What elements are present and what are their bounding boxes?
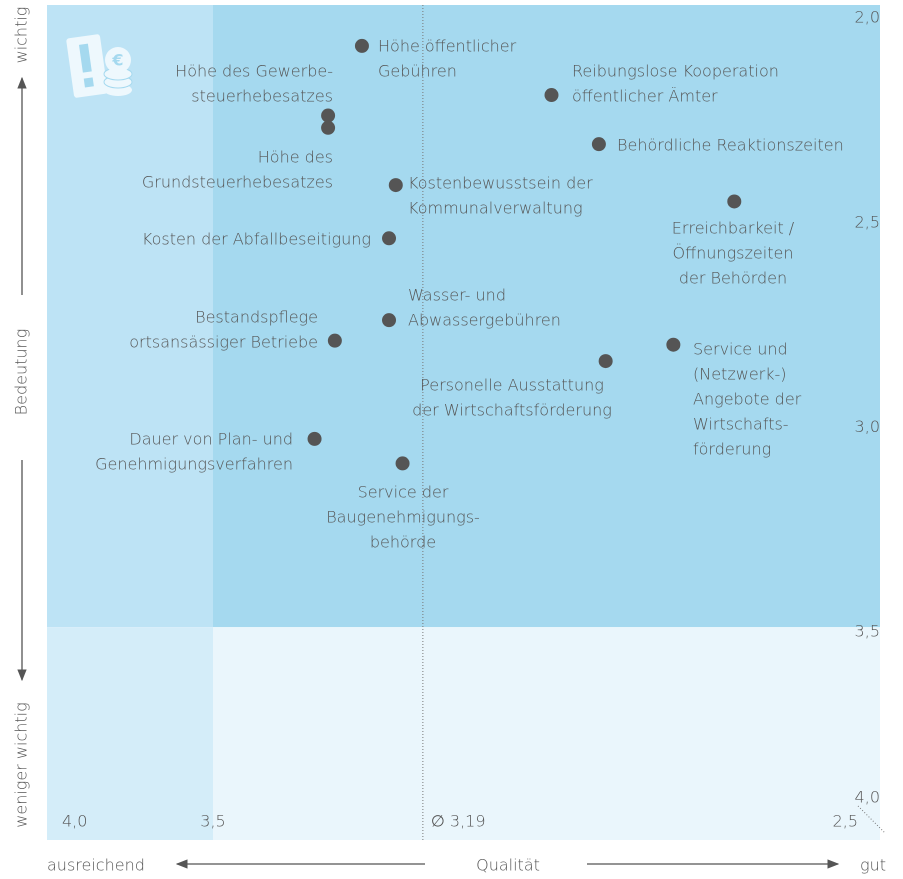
region bbox=[47, 5, 213, 628]
point-label: Erreichbarkeit / bbox=[672, 219, 795, 238]
point bbox=[395, 456, 410, 471]
point-label: Genehmigungsverfahren bbox=[95, 455, 293, 474]
y-low-label: weniger wichtig bbox=[12, 702, 31, 827]
region bbox=[47, 627, 213, 840]
point-label: Gebühren bbox=[378, 62, 457, 81]
y-axis-label: Bedeutung bbox=[12, 329, 31, 416]
point-label: Dauer von Plan- und bbox=[129, 430, 293, 449]
point bbox=[382, 313, 397, 328]
y-tick-label: 2,0 bbox=[855, 8, 880, 27]
x-tick-label: 3,5 bbox=[200, 812, 225, 831]
point-label: Kostenbewusstsein der bbox=[408, 174, 593, 193]
point bbox=[388, 178, 403, 193]
point-label: der Behörden bbox=[679, 269, 787, 288]
point bbox=[666, 337, 681, 352]
point-label: Öffnungszeiten bbox=[673, 244, 794, 263]
point bbox=[354, 38, 369, 53]
point-label: Kommunalverwaltung bbox=[408, 199, 583, 218]
x-axis-label: Qualität bbox=[476, 856, 540, 875]
region bbox=[213, 627, 880, 840]
region bbox=[213, 5, 880, 628]
y-tick-label: 3,5 bbox=[855, 622, 880, 641]
point-label: Kosten der Abfallbeseitigung bbox=[142, 230, 371, 249]
point-label: Bestandspflege bbox=[195, 308, 318, 327]
point bbox=[321, 120, 336, 135]
point-label: Wasser- und bbox=[408, 286, 506, 305]
point-label: Höhe des Gewerbe- bbox=[175, 62, 333, 81]
point-label: behörde bbox=[370, 533, 436, 552]
point bbox=[382, 231, 397, 246]
point-label: Service und bbox=[693, 340, 788, 359]
point-label: Personelle Ausstattung bbox=[420, 376, 604, 395]
point-label: steuerhebesatzes bbox=[191, 87, 333, 106]
point-label: Service der bbox=[358, 483, 449, 502]
y-tick-label: 4,0 bbox=[855, 788, 880, 807]
point-label: (Netzwerk-) bbox=[693, 365, 787, 384]
point-label: Höhe öffentlicher bbox=[378, 37, 517, 56]
point-label: Reibungslose Kooperation bbox=[572, 62, 779, 81]
y-high-label: wichtig bbox=[12, 7, 31, 64]
x-low-label: ausreichend bbox=[47, 856, 145, 875]
point-label: Abwassergebühren bbox=[408, 311, 561, 330]
point-label: Baugenehmigungs- bbox=[326, 508, 480, 527]
point-label: der Wirtschaftsförderung bbox=[412, 401, 612, 420]
point-label: Höhe des bbox=[258, 148, 333, 167]
corner-line bbox=[857, 805, 886, 834]
icon: € bbox=[66, 34, 133, 98]
point-label: Behördliche Reaktionszeiten bbox=[617, 136, 844, 155]
point bbox=[727, 194, 742, 209]
point-label: Wirtschafts- bbox=[693, 415, 789, 434]
point-label: Grundsteuerhebesatzes bbox=[142, 173, 333, 192]
point bbox=[321, 108, 336, 123]
x-tick-label: 2,5 bbox=[833, 812, 858, 831]
point bbox=[544, 88, 559, 103]
point bbox=[598, 354, 613, 369]
point bbox=[307, 431, 322, 446]
point bbox=[591, 137, 606, 152]
x-high-label: gut bbox=[860, 856, 886, 875]
point bbox=[327, 333, 342, 348]
y-tick-label: 2,5 bbox=[855, 212, 880, 231]
point-label: Angebote der bbox=[693, 390, 802, 409]
average-label: ∅ 3,19 bbox=[431, 812, 486, 831]
point-label: ortsansässiger Betriebe bbox=[129, 333, 318, 352]
point-label: öffentlicher Ämter bbox=[572, 87, 718, 106]
point-label: förderung bbox=[693, 440, 771, 459]
x-tick-label: 4,0 bbox=[62, 812, 87, 831]
svg-text:€: € bbox=[111, 51, 123, 70]
y-tick-label: 3,0 bbox=[855, 417, 880, 436]
